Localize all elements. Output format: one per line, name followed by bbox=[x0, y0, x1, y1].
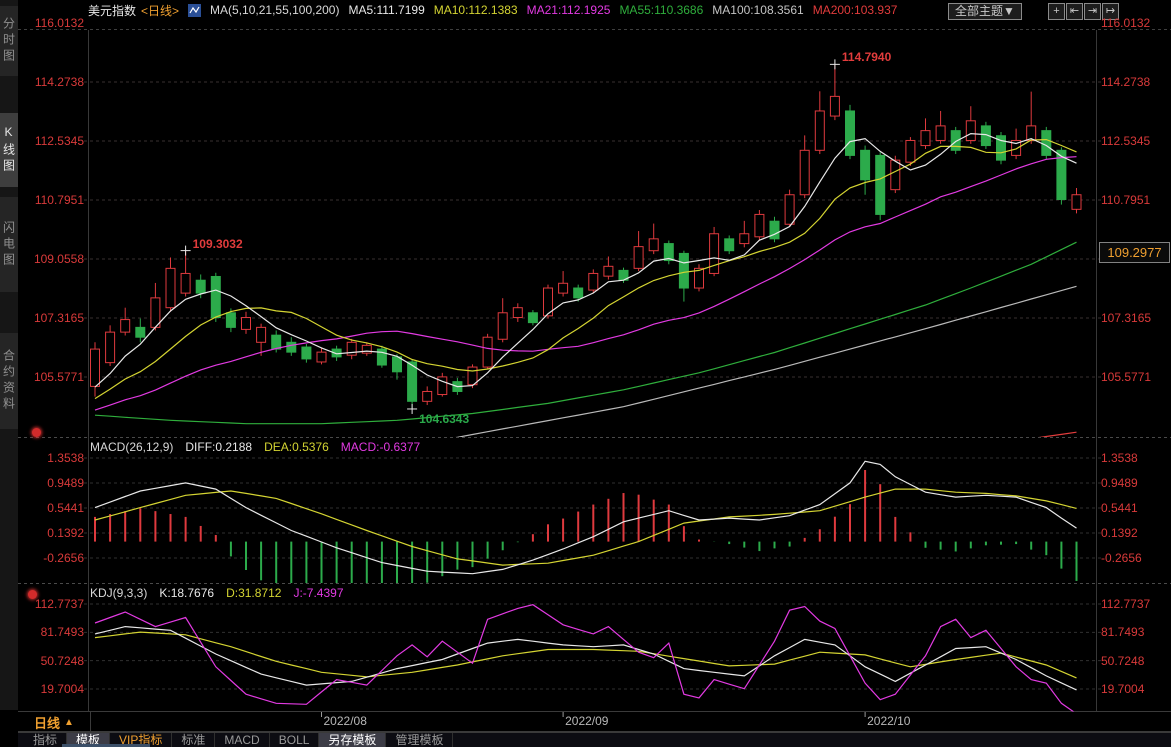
ma-value-readout: MA10:112.1383 bbox=[433, 3, 518, 17]
y-axis-label-left: 0.1392 bbox=[47, 526, 84, 540]
y-axis-label-left: 114.2738 bbox=[34, 75, 84, 89]
y-axis-label-left: 19.7004 bbox=[40, 682, 84, 696]
bottom-tab-8[interactable]: 管理模板 bbox=[386, 733, 454, 747]
theme-dropdown-button[interactable]: 全部主题▼ bbox=[948, 3, 1022, 20]
macd-segment-3: DEA:0.5376 bbox=[264, 440, 329, 454]
y-axis-label-right: 81.7493 bbox=[1101, 625, 1145, 640]
crosshair-button[interactable]: + bbox=[1048, 3, 1065, 20]
y-axis-label-left: 112.5345 bbox=[34, 133, 84, 148]
kdj-segment-3: D:31.8712 bbox=[226, 586, 282, 600]
macd-segment-1: MACD(26,12,9) bbox=[90, 440, 174, 454]
x-axis-date-label: 2022/10 bbox=[867, 714, 911, 728]
kdj-alert-indicator-icon[interactable] bbox=[28, 590, 37, 599]
price-annotation: 109.3032 bbox=[192, 236, 243, 251]
y-axis-label-right: 0.9489 bbox=[1101, 476, 1138, 490]
macd-segment-4: MACD:-0.6377 bbox=[340, 440, 421, 454]
bottom-tab-bar: 指标 模板 VIP指标 标准 MACD BOLL 另存模板 管理模板 bbox=[18, 732, 1171, 747]
ma-value-readout: MA55:110.3686 bbox=[619, 3, 704, 17]
y-axis-label-right: 112.7737 bbox=[1101, 597, 1151, 611]
period-tag: <日线> bbox=[141, 3, 180, 18]
bottom-tab-1[interactable]: 指标 bbox=[24, 733, 68, 747]
macd-alert-indicator-icon[interactable] bbox=[32, 428, 41, 437]
y-axis-label-left: 110.7951 bbox=[34, 192, 84, 207]
chart-header: 美元指数 <日线> MA(5,10,21,55,100,200) MA5:111.… bbox=[18, 0, 1171, 20]
y-axis-label-right: 50.7248 bbox=[1101, 653, 1145, 668]
y-axis-label-right: 114.2738 bbox=[1101, 75, 1151, 89]
y-axis-label-left: 0.9489 bbox=[47, 476, 84, 490]
y-axis-label-left: 112.7737 bbox=[34, 597, 84, 611]
kline-style-icon[interactable] bbox=[188, 3, 202, 17]
price-annotation: 104.6343 bbox=[419, 411, 470, 426]
horizontal-scrollbar-thumb[interactable] bbox=[62, 744, 150, 747]
pan-right-button[interactable]: ↦ bbox=[1102, 3, 1119, 20]
kdj-segment-2: K:18.7676 bbox=[159, 586, 215, 600]
symbol-title: 美元指数 bbox=[88, 3, 137, 18]
sidebar-item-3[interactable]: 闪电图 bbox=[0, 197, 18, 292]
y-axis-label-right: 110.7951 bbox=[1101, 192, 1151, 207]
kdj-segment-1: KDJ(9,3,3) bbox=[90, 586, 148, 600]
y-axis-label-left: 105.5771 bbox=[33, 369, 84, 384]
macd-panel-header: MACD(26,12,9) DIFF:0.2188 DEA:0.5376 MACD:-… bbox=[90, 440, 420, 454]
last-price-tag: 109.2977 bbox=[1099, 242, 1170, 263]
bottom-tab-5[interactable]: MACD bbox=[215, 733, 270, 747]
y-axis-label-left: 116.0132 bbox=[34, 16, 84, 30]
bottom-tab-4[interactable]: 标准 bbox=[172, 733, 216, 747]
y-axis-label-left: 81.7493 bbox=[40, 625, 84, 640]
y-axis-label-right: 116.0132 bbox=[1101, 16, 1151, 30]
y-axis-label-left: 50.7248 bbox=[40, 653, 84, 668]
period-arrow-icon: ▲ bbox=[64, 716, 74, 728]
y-axis-label-left: 109.0558 bbox=[33, 251, 84, 266]
y-axis-label-right: 107.3165 bbox=[1101, 310, 1152, 325]
ma-legend: MA(5,10,21,55,100,200) MA5:111.7199 MA10:1… bbox=[210, 3, 897, 17]
ma-value-readout: MA100:108.3561 bbox=[712, 3, 804, 17]
x-axis-date-label: 2022/09 bbox=[565, 714, 609, 728]
bottom-tab-7[interactable]: 另存模板 bbox=[319, 733, 387, 747]
bottom-tab-2[interactable]: 模板 bbox=[67, 733, 111, 747]
sidebar-item-1[interactable]: 分时图 bbox=[0, 6, 18, 76]
macd-segment-2: DIFF:0.2188 bbox=[185, 440, 253, 454]
y-axis-label-right: -0.2656 bbox=[1101, 550, 1142, 565]
y-axis-label-left: 1.3538 bbox=[47, 451, 84, 466]
y-axis-label-right: 112.5345 bbox=[1101, 133, 1151, 148]
y-axis-label-left: 0.5441 bbox=[47, 501, 84, 515]
ma-value-readout: MA21:112.1925 bbox=[526, 3, 611, 17]
bottom-tab-3[interactable]: VIP指标 bbox=[110, 733, 173, 747]
period-selector[interactable]: 日线 ▲ bbox=[18, 712, 91, 732]
ma-value-readout: MA200:103.937 bbox=[812, 3, 898, 17]
y-axis-label-right: 19.7004 bbox=[1101, 682, 1145, 696]
y-axis-label-left: -0.2656 bbox=[43, 550, 84, 565]
y-axis-label-right: 105.5771 bbox=[1101, 369, 1152, 384]
kdj-panel-header: KDJ(9,3,3) K:18.7676 D:31.8712 J:-7.4397 bbox=[90, 586, 344, 600]
bottom-tab-6[interactable]: BOLL bbox=[270, 733, 320, 747]
kdj-segment-4: J:-7.4397 bbox=[293, 586, 344, 600]
price-annotation: 114.7940 bbox=[841, 50, 892, 65]
period-label: 日线 bbox=[34, 715, 61, 731]
ma-params-label: MA(5,10,21,55,100,200) bbox=[210, 3, 340, 17]
ma-value-readout: MA5:111.7199 bbox=[348, 3, 425, 17]
x-axis-date-label: 2022/08 bbox=[323, 714, 367, 728]
sidebar-item-2[interactable]: K线图 bbox=[0, 113, 18, 187]
y-axis-label-right: 0.5441 bbox=[1101, 501, 1138, 515]
zoom-in-button[interactable]: ⇥ bbox=[1084, 3, 1101, 20]
y-axis-label-left: 107.3165 bbox=[33, 310, 84, 325]
zoom-out-button[interactable]: ⇤ bbox=[1066, 3, 1083, 20]
y-axis-label-right: 1.3538 bbox=[1101, 451, 1138, 466]
y-axis-label-right: 0.1392 bbox=[1101, 526, 1138, 540]
sidebar-item-4[interactable]: 合约资料 bbox=[0, 333, 18, 429]
left-sidebar: 分时图 K线图闪电图合约资料 bbox=[0, 0, 18, 710]
